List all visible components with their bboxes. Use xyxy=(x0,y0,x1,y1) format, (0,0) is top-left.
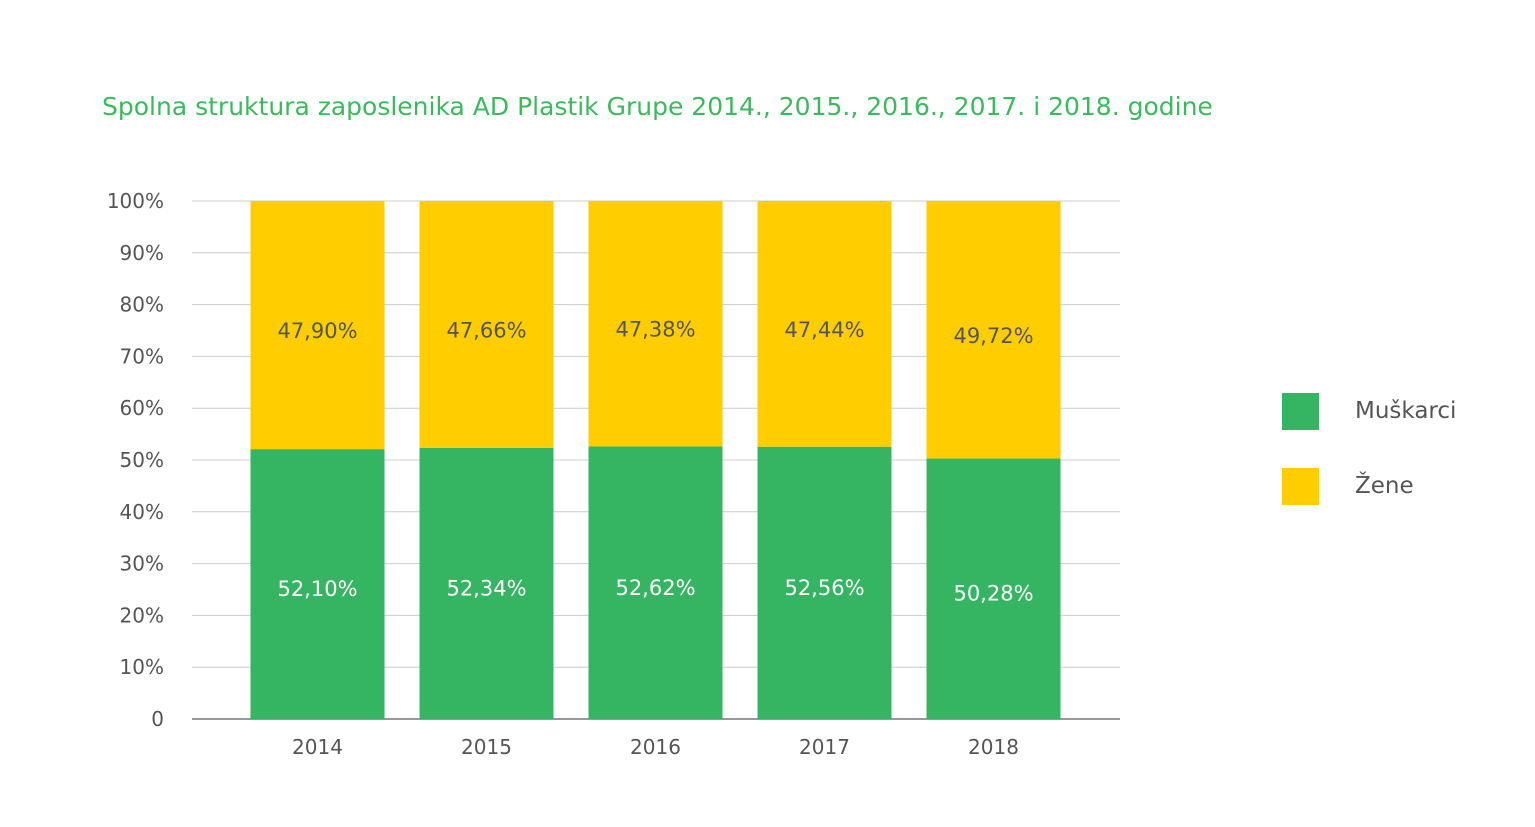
bar-zene xyxy=(757,201,892,447)
data-label: 47,66% xyxy=(446,318,526,342)
y-tick-label: 40% xyxy=(120,500,164,524)
x-tick-label: 2014 xyxy=(292,735,343,759)
y-tick-label: 30% xyxy=(120,552,164,576)
legend-swatch-muskarci xyxy=(1282,392,1319,430)
bar-zene xyxy=(419,201,554,448)
x-tick-label: 2016 xyxy=(630,735,681,759)
y-tick-label: 100% xyxy=(107,189,164,213)
y-tick-label: 60% xyxy=(120,396,164,420)
legend-label-muskarci: Muškarci xyxy=(1355,398,1457,424)
bar-muskarci xyxy=(250,449,385,719)
chart-title: Spolna struktura zaposlenika AD Plastik … xyxy=(102,92,1213,121)
bar-muskarci xyxy=(926,458,1061,719)
legend-item-zene: Žene xyxy=(1282,467,1456,505)
data-label: 47,90% xyxy=(277,319,357,343)
data-label: 52,34% xyxy=(446,577,526,601)
legend-label-zene: Žene xyxy=(1355,473,1414,499)
bar-zene xyxy=(588,201,723,447)
data-label: 47,44% xyxy=(784,318,864,342)
x-tick-label: 2015 xyxy=(461,735,512,759)
data-label: 49,72% xyxy=(953,324,1033,348)
data-label: 52,62% xyxy=(615,576,695,600)
legend: Muškarci Žene xyxy=(1282,392,1456,542)
bar-muskarci xyxy=(757,446,892,719)
bar-zene xyxy=(926,201,1061,459)
y-tick-label: 20% xyxy=(120,603,164,627)
legend-swatch-zene xyxy=(1282,467,1319,505)
x-tick-label: 2017 xyxy=(799,735,850,759)
y-tick-label: 0 xyxy=(151,707,164,731)
y-tick-label: 10% xyxy=(120,655,164,679)
y-tick-label: 80% xyxy=(120,293,164,317)
y-tick-label: 90% xyxy=(120,241,164,265)
data-label: 47,38% xyxy=(615,318,695,342)
data-label: 52,10% xyxy=(277,577,357,601)
bar-muskarci xyxy=(419,447,554,719)
legend-item-muskarci: Muškarci xyxy=(1282,392,1456,430)
y-tick-label: 70% xyxy=(120,344,164,368)
y-tick-label: 50% xyxy=(120,448,164,472)
bar-muskarci xyxy=(588,446,723,719)
data-label: 52,56% xyxy=(784,576,864,600)
x-tick-label: 2018 xyxy=(968,735,1019,759)
bar-zene xyxy=(250,201,385,450)
data-label: 50,28% xyxy=(953,582,1033,606)
